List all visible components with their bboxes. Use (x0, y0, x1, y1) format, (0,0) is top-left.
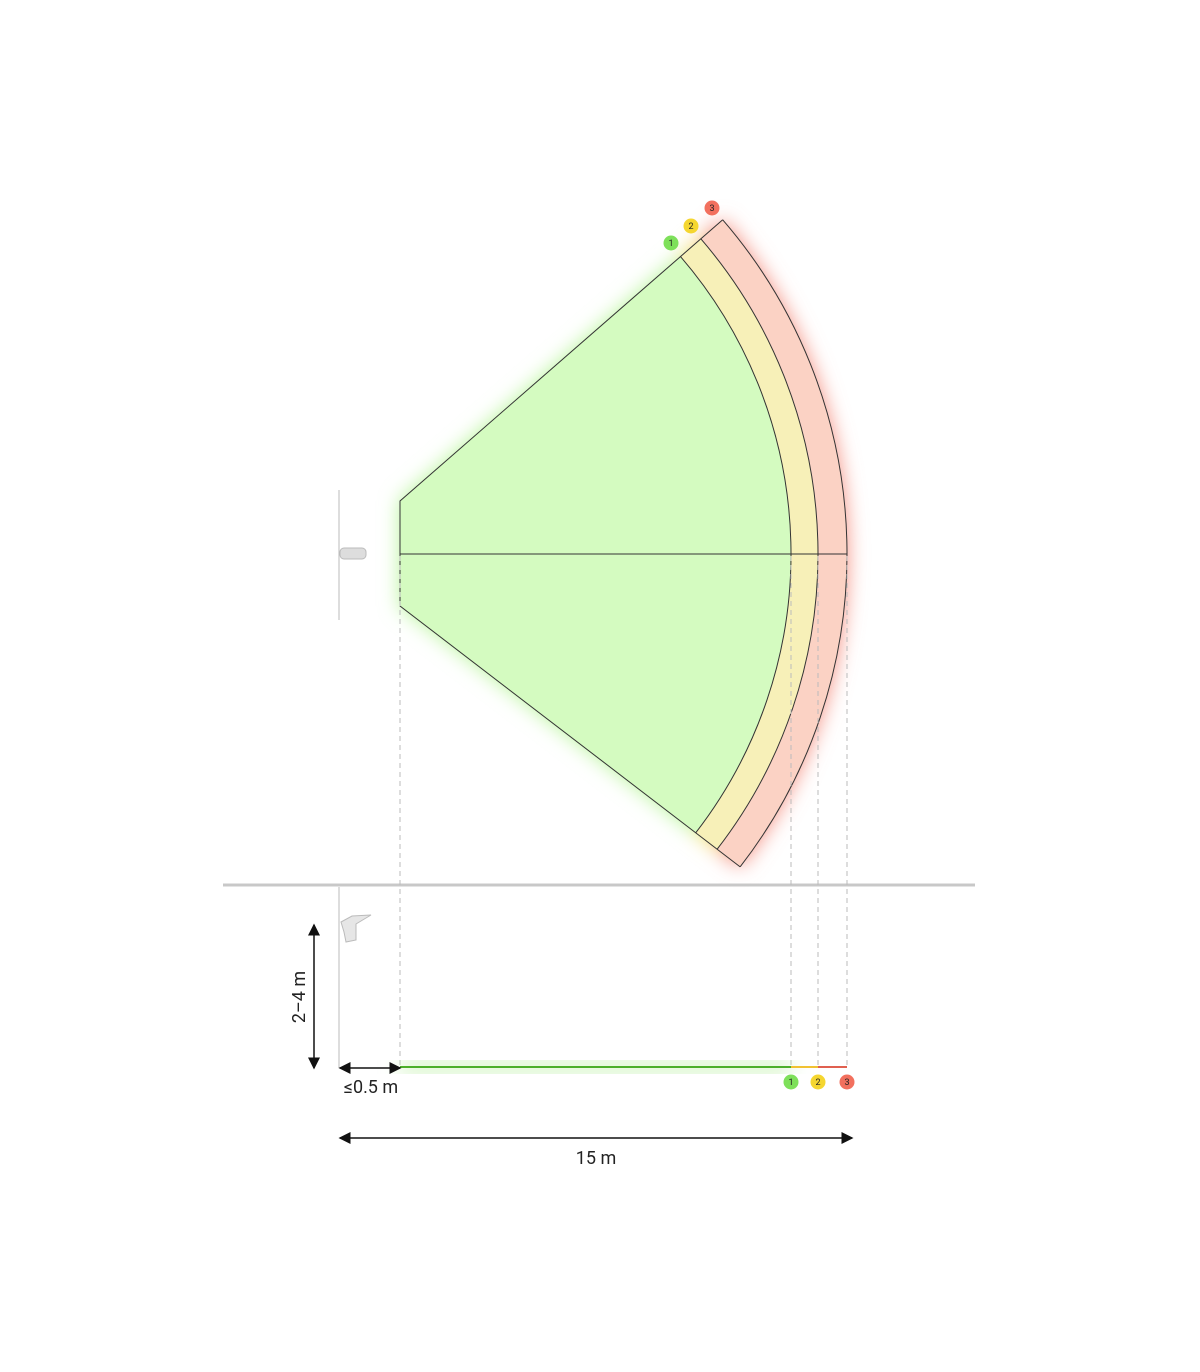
outlines (399, 219, 848, 868)
zone-badge-label: 3 (709, 204, 714, 214)
zone-area (400, 256, 791, 833)
guides (399, 556, 848, 1066)
zone-arc (680, 256, 792, 834)
zone-area (700, 219, 847, 867)
zone-arc (722, 219, 848, 868)
zone-badge-label: 3 (844, 1078, 849, 1088)
zone-badge-label: 1 (788, 1078, 793, 1088)
zone-badge (810, 1074, 826, 1090)
zone-badge (704, 200, 720, 216)
zone-badge (683, 218, 699, 234)
zone-badge-label: 1 (668, 239, 673, 249)
zone-arc (700, 238, 819, 850)
offset-label: ≤0.5 m (344, 1077, 398, 1098)
zone-badge (839, 1074, 855, 1090)
zones (400, 219, 847, 867)
range-label: 15 m (576, 1148, 616, 1169)
detector-side (340, 914, 372, 943)
zone-area (680, 238, 818, 850)
zone-badge (783, 1074, 799, 1090)
detector-top (339, 547, 367, 560)
height-label: 2–4 m (289, 971, 310, 1023)
zone-badge-label: 2 (815, 1078, 820, 1088)
zone-badge (663, 235, 679, 251)
zone-badge-label: 2 (688, 222, 693, 232)
